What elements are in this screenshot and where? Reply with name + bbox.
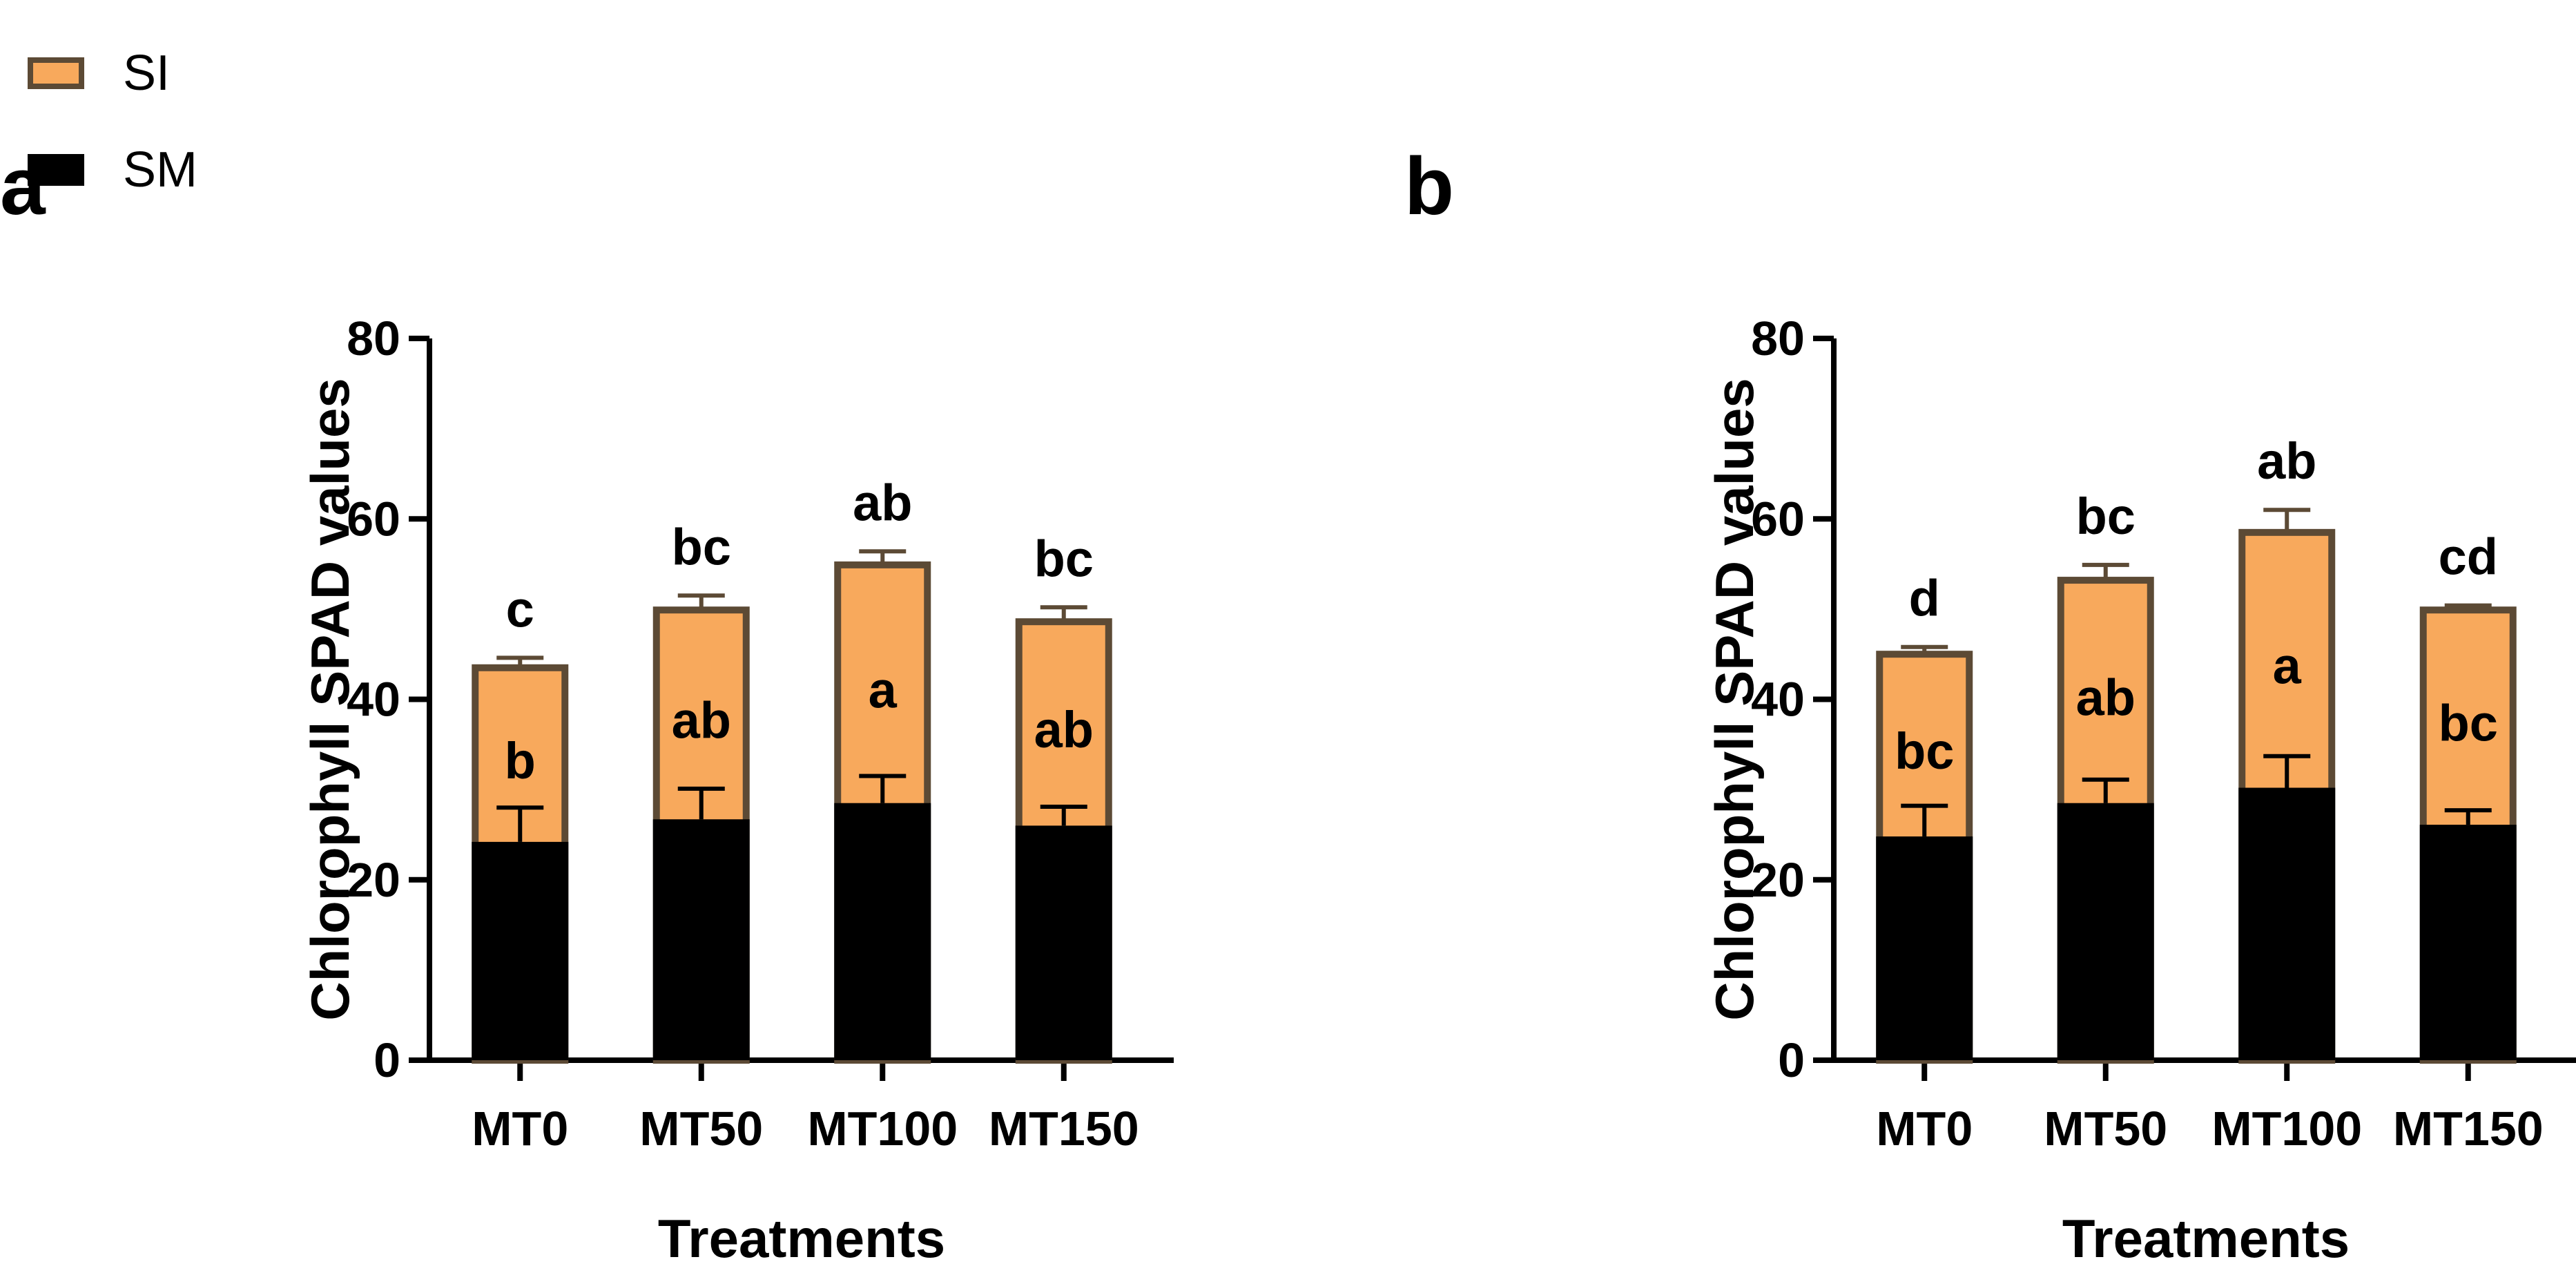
bar-sm-mt150 (2419, 825, 2517, 1060)
y-tick-label: 60 (347, 492, 400, 546)
legend-swatch-si (28, 57, 84, 89)
significance-label-si: bc (672, 518, 731, 575)
significance-label-si: c (506, 580, 534, 638)
significance-label-sm: ab (672, 692, 731, 749)
bar-sm-mt0 (1876, 836, 1973, 1060)
legend-label-sm: SM (123, 142, 197, 198)
bar-sm-mt50 (2057, 803, 2154, 1060)
significance-label-sm: b (505, 732, 536, 789)
legend-swatch-sm (28, 154, 84, 186)
y-tick-label: 0 (1778, 1033, 1805, 1087)
chart-panel-a: a 0 20 40 60 80 MT0 c b MT50 bc ab MT100 ab a MT150 bc ab… (0, 141, 1174, 1269)
significance-label-si: bc (2076, 488, 2136, 545)
x-tick-label: MT100 (807, 1102, 958, 1156)
x-axis-title: Treatments (2062, 1208, 2350, 1269)
y-axis-title: Chlorophyll SPAD values (300, 378, 360, 1020)
bar-sm-mt100 (2238, 787, 2336, 1060)
y-tick-label: 20 (1751, 853, 1805, 907)
significance-label-si: d (1909, 570, 1940, 627)
significance-label-sm: a (2273, 638, 2302, 695)
y-tick-label: 40 (1751, 673, 1805, 727)
chart-panel-b: b 0 20 40 60 80 MT0 d bc MT50 bc ab MT100 ab a MT150 cd b… (1404, 141, 2576, 1269)
y-tick-label: 0 (374, 1033, 400, 1087)
y-tick-label: 80 (1751, 312, 1805, 365)
x-tick-label: MT50 (2044, 1102, 2167, 1156)
x-tick-label: MT150 (2393, 1102, 2544, 1156)
significance-label-sm: ab (2076, 669, 2136, 726)
x-tick-label: MT150 (989, 1102, 1139, 1156)
x-tick-label: MT0 (1876, 1102, 1973, 1156)
y-tick-label: 80 (347, 312, 400, 365)
bar-sm-mt0 (472, 841, 569, 1060)
y-tick-label: 60 (1751, 492, 1805, 546)
significance-label-sm: ab (1034, 701, 1094, 758)
y-tick-label: 40 (347, 673, 400, 727)
x-tick-label: MT0 (472, 1102, 568, 1156)
bar-sm-mt50 (652, 819, 750, 1060)
legend-item-sm: SM (28, 122, 197, 218)
x-axis-title: Treatments (658, 1208, 945, 1269)
significance-label-sm: bc (1895, 722, 1954, 780)
x-tick-label: MT50 (639, 1102, 763, 1156)
x-tick-label: MT100 (2211, 1102, 2362, 1156)
legend-item-si: SI (28, 25, 197, 122)
y-tick-label: 20 (347, 853, 400, 907)
significance-label-si: cd (2439, 528, 2498, 586)
significance-label-si: bc (1034, 530, 1094, 587)
significance-label-sm: a (869, 661, 898, 718)
panel-label: a (0, 141, 46, 232)
legend: SI SM (28, 25, 197, 218)
significance-label-si: ab (853, 474, 912, 531)
significance-label-sm: bc (2439, 695, 2498, 752)
bar-sm-mt150 (1015, 825, 1112, 1060)
panel-label: b (1404, 141, 1454, 232)
legend-label-si: SI (123, 46, 171, 101)
y-axis-title: Chlorophyll SPAD values (1704, 378, 1765, 1020)
significance-label-si: ab (2257, 432, 2316, 490)
bar-sm-mt100 (834, 803, 931, 1060)
